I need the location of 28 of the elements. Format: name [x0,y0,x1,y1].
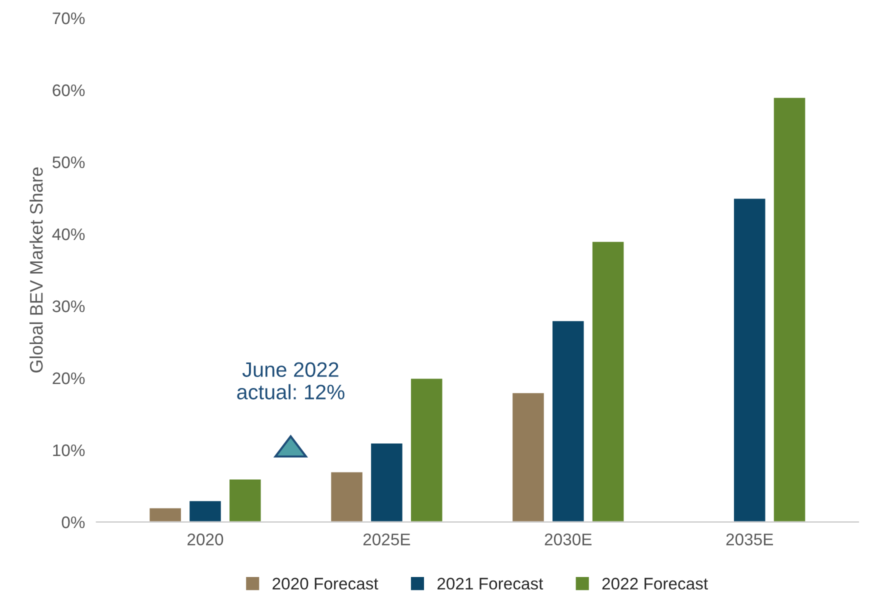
y-tick-label: 0% [62,516,85,528]
bar [591,240,626,522]
y-tick-label: 50% [52,156,85,168]
bar [370,442,404,522]
bar [228,478,262,522]
bar [330,470,364,522]
y-tick-label: 20% [52,372,85,384]
y-tick-label: 40% [52,228,85,240]
bar [772,96,807,522]
x-tick-label: 2020 [188,534,224,546]
x-tick-label: 2030E [544,534,592,546]
y-tick-label: 30% [52,300,85,312]
legend-label: 2022 Forecast [602,578,708,590]
bar [732,197,767,522]
annotation: June 2022 actual: 12% [237,362,344,400]
bar [410,377,444,522]
legend-label: 2021 Forecast [437,578,544,590]
y-tick-label: 10% [53,444,85,456]
bar [551,320,586,522]
y-tick-label: 70% [52,12,85,24]
bar [188,500,222,522]
y-axis-title: Global BEV Market Share [30,167,43,372]
x-tick-label: 2035E [726,534,773,546]
x-tick-label: 2025E [363,534,410,546]
legend-label: 2020 Forecast [272,578,378,590]
y-tick-label: 60% [52,84,85,96]
bar [148,506,182,522]
bar [511,392,546,522]
